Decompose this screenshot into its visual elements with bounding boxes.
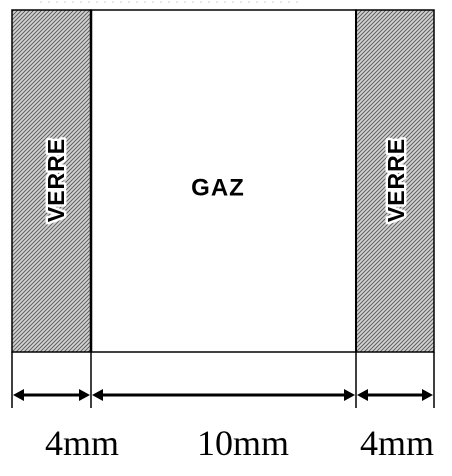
dimension-right-glass — [357, 389, 433, 401]
dimension-label-gas: 10mm — [197, 423, 289, 463]
left-glass-pane — [11, 9, 92, 353]
gas-label: GAZ — [191, 175, 245, 202]
dimension-label-right-glass: 4mm — [360, 423, 434, 463]
dimension-label-left-glass: 4mm — [45, 423, 119, 463]
right-glass-label: VERRE — [383, 138, 409, 222]
dimension-gas — [92, 389, 355, 401]
right-glass-label-group: VERRE — [381, 135, 412, 224]
dimension-left-glass — [13, 389, 90, 401]
gas-cavity — [90, 9, 357, 353]
left-glass-label: VERRE — [43, 138, 69, 222]
left-glass-label-group: VERRE — [41, 135, 72, 224]
